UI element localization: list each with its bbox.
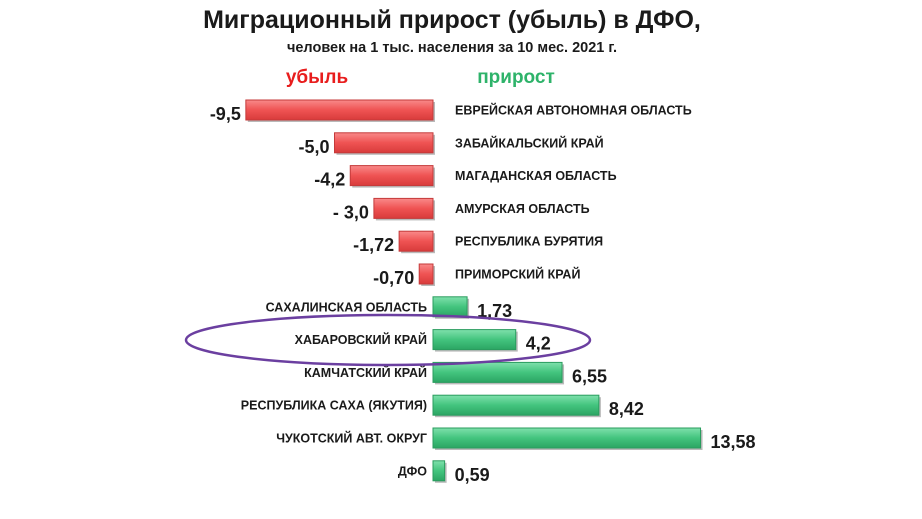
value-labels-group: -9,5 -5,0 -4,2 - 3,0 -1,72 -0,70 1,73 4,2 6,558,… [210, 104, 756, 485]
value-label: -0,70 [373, 268, 414, 288]
bar-хабаровский-край [432, 329, 517, 351]
bar-магаданская-область [349, 165, 434, 187]
category-label: ПРИМОРСКИЙ КРАЙ [455, 267, 580, 282]
category-label: ЕВРЕЙСКАЯ АВТОНОМНАЯ ОБЛАСТЬ [455, 103, 692, 118]
bar-чукотский-авт-округ [432, 427, 702, 449]
value-label: -9,5 [210, 104, 241, 124]
value-label: - 3,0 [333, 202, 369, 222]
legend-negative: убыль [286, 67, 348, 88]
category-label: КАМЧАТСКИЙ КРАЙ [304, 365, 427, 380]
legend-positive: прирост [477, 67, 555, 88]
chart-title: Миграционный прирост (убыль) в ДФО, [203, 6, 701, 34]
value-label: -5,0 [298, 137, 329, 157]
bar-дфо [432, 460, 446, 482]
value-label: 8,42 [609, 399, 644, 419]
category-label: ЧУКОТСКИЙ АВТ. ОКРУГ [276, 431, 427, 446]
bar-республика-бурятия [398, 230, 434, 252]
bar-забайкальский-край [334, 132, 434, 154]
bar-амурская-область [373, 197, 434, 219]
value-label: 13,58 [711, 432, 756, 452]
category-label: САХАЛИНСКАЯ ОБЛАСТЬ [266, 300, 427, 314]
value-label: -1,72 [353, 235, 394, 255]
value-label: -4,2 [314, 170, 345, 190]
category-label: ХАБАРОВСКИЙ КРАЙ [295, 332, 427, 347]
category-label: РЕСПУБЛИКА САХА (ЯКУТИЯ) [241, 399, 427, 413]
category-label: АМУРСКАЯ ОБЛАСТЬ [455, 202, 590, 216]
value-label: 4,2 [526, 334, 551, 354]
category-label: ДФО [398, 464, 427, 478]
bar-республика-саха-якутия [432, 394, 600, 416]
bar-приморский-край [418, 263, 434, 285]
value-label: 1,73 [477, 301, 512, 321]
highlight-ring [184, 313, 592, 367]
category-label: ЗАБАЙКАЛЬСКИЙ КРАЙ [455, 135, 604, 150]
bar-сахалинская-область [432, 296, 468, 318]
value-label: 0,59 [455, 465, 490, 485]
category-label: МАГАДАНСКАЯ ОБЛАСТЬ [455, 169, 617, 183]
value-label: 6,55 [572, 366, 607, 386]
bar-еврейская-автономная-область [245, 99, 434, 121]
bars-group [245, 99, 703, 483]
bar-камчатский-край [432, 361, 563, 383]
category-label: РЕСПУБЛИКА БУРЯТИЯ [455, 235, 603, 249]
category-labels-group: ЕВРЕЙСКАЯ АВТОНОМНАЯ ОБЛАСТЬ ЗАБАЙКАЛЬСКИ… [241, 103, 692, 479]
chart-subtitle: человек на 1 тыс. населения за 10 мес. 2… [287, 40, 617, 56]
